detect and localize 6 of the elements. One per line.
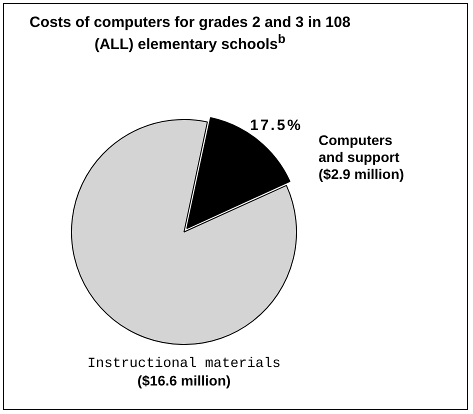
slice-label: Instructional materials <box>87 356 281 372</box>
slice-label: Computers and support <box>318 132 400 166</box>
data-label: ($16.6 million) <box>137 372 231 388</box>
chart-title: Costs of computers for grades 2 and 3 in 108 (ALL) elementary schools$^{b}$ <box>28 14 352 53</box>
text: 17.5% <box>250 117 303 134</box>
data-label: ($2.9 million) <box>318 166 404 182</box>
